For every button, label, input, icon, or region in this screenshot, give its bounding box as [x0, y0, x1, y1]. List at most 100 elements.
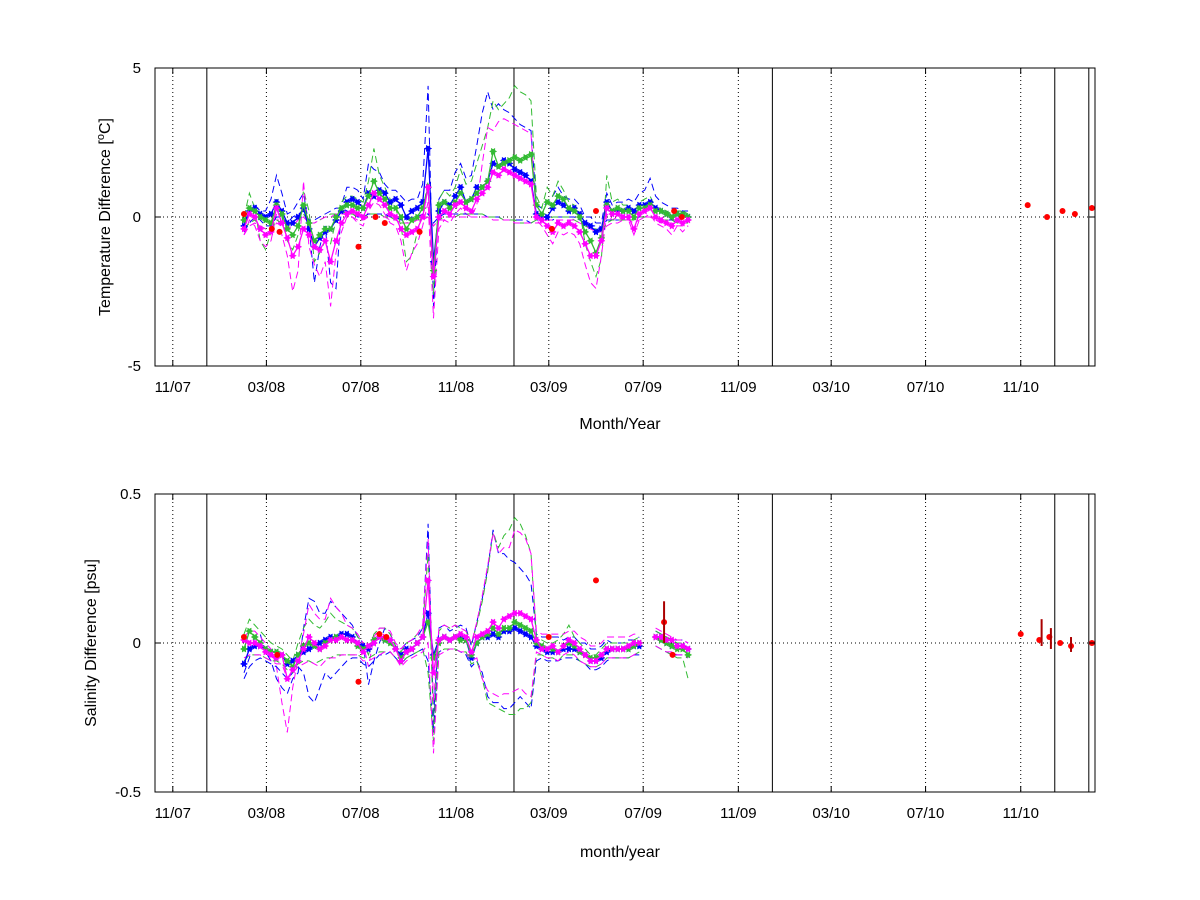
temperature-dashed-series [243, 85, 689, 319]
salinity-magenta-point-24 [369, 639, 379, 647]
temperature-x-tick-label-0: 11/07 [155, 379, 191, 396]
temperature-dashed-line-blue-3 [243, 85, 689, 307]
salinity-x-tick-label-7: 03/10 [812, 805, 850, 822]
temperature-y-axis-label: Temperature Difference [oC] [95, 118, 114, 316]
temperature-red-point-9 [671, 208, 678, 215]
temperature-green-point-11 [299, 201, 308, 209]
temperature-magenta-point-7 [277, 219, 287, 227]
temperature-green-point-28 [391, 204, 400, 212]
temperature-magenta-point-63 [581, 240, 590, 248]
temperature-red-point-8 [592, 208, 599, 215]
salinity-green-point-49 [505, 624, 514, 632]
salinity-red-point-1 [274, 651, 281, 658]
salinity-magenta-point-55 [537, 645, 546, 653]
salinity-magenta-point-82 [683, 645, 693, 653]
temperature-blue-point-34 [423, 144, 433, 153]
temperature-panel: 11/07 03/08 07/08 11/08 03/09 07/09 11/09 03/10… [95, 60, 1096, 433]
temperature-magenta-point-3 [256, 225, 265, 233]
temperature-green-point-62 [575, 213, 584, 221]
temperature-magenta-point-25 [375, 195, 384, 203]
temperature-magenta-point-75 [645, 204, 655, 212]
salinity-magenta-point-19 [342, 636, 352, 644]
salinity-y-axis-label: Salinity Difference [psu] [83, 559, 100, 727]
salinity-magenta-point-68 [608, 645, 617, 653]
salinity-magenta-point-29 [396, 657, 406, 665]
temperature-magenta-point-9 [288, 252, 297, 260]
salinity-dashed-line-magenta-8 [243, 641, 689, 754]
temperature-magenta-point-22 [358, 213, 368, 221]
temperature-magenta-point-61 [570, 222, 579, 230]
salinity-magenta-point-59 [559, 642, 568, 650]
salinity-x-tick-label-4: 03/09 [530, 805, 568, 822]
salinity-magenta-point-62 [575, 645, 584, 653]
salinity-magenta-point-53 [526, 615, 536, 623]
temperature-red-point-13 [1059, 208, 1066, 215]
temperature-red-point-15 [1088, 205, 1095, 212]
temperature-green-point-53 [526, 150, 536, 158]
temperature-magenta-point-29 [396, 225, 406, 233]
salinity-magenta-point-8 [283, 675, 292, 683]
salinity-x-tick-label-6: 11/09 [720, 805, 756, 822]
temperature-magenta-point-0 [239, 225, 249, 233]
salinity-magenta-point-66 [597, 651, 606, 659]
temperature-red-point-10 [678, 214, 685, 220]
salinity-x-tick-label-3: 11/08 [438, 805, 474, 822]
salinity-red-point-6 [592, 577, 599, 584]
salinity-ticks: 11/07 03/08 07/08 11/08 03/09 07/09 11/09 03/10… [115, 486, 1095, 822]
temperature-green-point-14 [315, 231, 324, 239]
salinity-blue-point-0 [239, 660, 249, 668]
temperature-magenta-point-18 [337, 219, 346, 227]
temperature-magenta-point-47 [494, 171, 503, 179]
salinity-red-point-12 [1057, 640, 1064, 646]
salinity-magenta-point-57 [548, 642, 557, 650]
temperature-y-tick-label-0: -5 [128, 358, 141, 375]
temperature-dashed-line-blue-6 [243, 207, 689, 233]
temperature-x-tick-label-2: 07/08 [342, 379, 380, 396]
salinity-magenta-point-10 [293, 657, 303, 665]
temperature-green-point-32 [413, 213, 422, 221]
temperature-magenta-point-6 [272, 204, 281, 212]
salinity-main-series [239, 576, 693, 683]
temperature-magenta-point-28 [391, 213, 400, 221]
salinity-magenta-point-1 [245, 639, 254, 647]
salinity-magenta-point-41 [461, 633, 471, 641]
temperature-x-tick-label-4: 03/09 [530, 379, 568, 396]
temperature-red-point-1 [268, 225, 275, 232]
temperature-magenta-point-66 [597, 237, 606, 245]
temperature-magenta-point-15 [321, 237, 330, 245]
temperature-blue-point-64 [586, 222, 595, 230]
salinity-magenta-point-12 [304, 633, 314, 641]
temperature-magenta-point-53 [526, 180, 536, 188]
temperature-green-point-16 [326, 225, 335, 233]
temperature-magenta-point-40 [456, 198, 465, 206]
temperature-green-point-17 [331, 213, 341, 221]
temperature-magenta-point-44 [478, 189, 487, 197]
temperature-magenta-point-82 [683, 216, 693, 224]
temperature-magenta-point-68 [608, 210, 617, 218]
temperature-grid [155, 68, 1095, 366]
temperature-y-tick-label-2: 5 [133, 60, 141, 77]
salinity-magenta-point-13 [310, 639, 319, 647]
salinity-magenta-point-34 [423, 576, 433, 584]
temperature-magenta-point-12 [304, 231, 314, 239]
salinity-green-point-0 [239, 645, 249, 653]
salinity-y-tick-label-0: -0.5 [115, 784, 141, 801]
temperature-blue-point-32 [413, 204, 422, 212]
salinity-magenta-point-15 [321, 642, 330, 650]
salinity-magenta-point-47 [494, 624, 503, 632]
temperature-y-tick-label-1: 0 [133, 209, 141, 226]
salinity-magenta-point-50 [510, 609, 519, 617]
temperature-magenta-point-35 [429, 273, 438, 281]
temperature-green-point-46 [488, 147, 498, 156]
temperature-magenta-point-23 [364, 201, 373, 209]
temperature-magenta-point-45 [483, 183, 492, 191]
temperature-magenta-point-43 [472, 195, 481, 203]
temperature-magenta-point-42 [467, 207, 476, 215]
salinity-x-tick-label-9: 11/10 [1003, 805, 1039, 822]
salinity-magenta-point-42 [467, 648, 476, 656]
temperature-x-tick-label-9: 11/10 [1003, 379, 1039, 396]
temperature-red-points [240, 202, 1095, 250]
temperature-green-point-59 [559, 195, 568, 203]
